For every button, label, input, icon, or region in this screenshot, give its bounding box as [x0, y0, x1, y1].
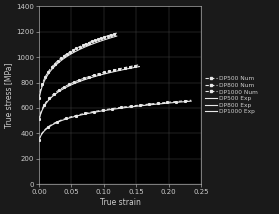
Legend: DP500 Num, DP800 Num, DP1000 Num, DP500 Exp, DP800 Exp, DP1000 Exp: DP500 Num, DP800 Num, DP1000 Num, DP500 …: [204, 75, 259, 115]
Y-axis label: True stress [MPa]: True stress [MPa]: [4, 62, 13, 128]
X-axis label: True strain: True strain: [100, 198, 140, 207]
